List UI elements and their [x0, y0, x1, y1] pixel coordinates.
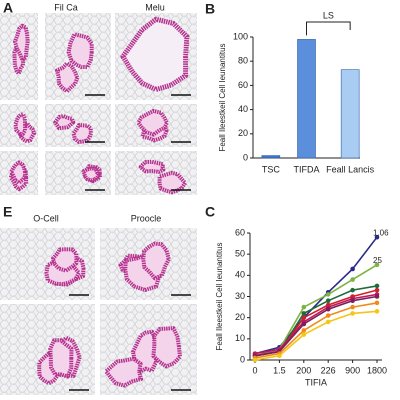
data-point — [374, 262, 380, 268]
y-tick-label: 0 — [240, 354, 245, 364]
tissue — [138, 159, 166, 174]
x-tick-label: TIFDA — [294, 164, 320, 174]
y-tick-label: 60 — [238, 80, 248, 90]
panel-letter: B — [205, 1, 215, 17]
bar — [261, 155, 281, 159]
x-tick-label: 1800 — [367, 365, 387, 375]
data-point — [350, 304, 355, 310]
y-tick-label: 20 — [235, 312, 245, 322]
y-tick-label: 10 — [235, 333, 245, 343]
data-point — [301, 328, 307, 333]
x-tick-label: 0 — [252, 365, 257, 375]
series-line — [254, 285, 378, 357]
series-label: 1.06 — [373, 228, 389, 237]
data-point — [325, 313, 331, 318]
data-point — [277, 353, 282, 359]
data-point — [301, 332, 307, 337]
series-line — [254, 302, 378, 359]
data-point — [325, 306, 331, 312]
y-tick-label: 80 — [238, 56, 248, 66]
tissue — [104, 356, 143, 388]
tissue — [141, 241, 171, 281]
y-tick-label: 20 — [238, 128, 248, 138]
data-point — [325, 319, 331, 325]
data-point — [252, 357, 258, 363]
tissue — [66, 32, 94, 70]
panel-letter: C — [205, 204, 215, 220]
tissue — [13, 112, 28, 137]
data-point — [374, 294, 380, 299]
x-tick-label: 200 — [296, 365, 311, 375]
y-tick-label: 0 — [243, 152, 248, 162]
micro-image — [115, 151, 197, 195]
bar — [340, 69, 360, 159]
x-tick-label: Feall Lancis — [326, 164, 375, 174]
y-axis-title: Feall Ileestkeil Cell Ieunantitus — [218, 43, 227, 151]
series-label: 25 — [373, 256, 382, 265]
data-point — [350, 298, 355, 304]
y-tick-label: 40 — [235, 270, 245, 280]
data-point — [301, 311, 307, 316]
data-point — [374, 283, 380, 289]
tissue — [48, 338, 74, 379]
tissue — [55, 61, 80, 94]
significance-bracket — [306, 21, 351, 36]
x-axis-title: TIFIA — [305, 377, 327, 387]
bar — [297, 39, 316, 159]
tissue — [9, 160, 28, 185]
panel-letter: A — [3, 0, 13, 16]
y-tick-label: 40 — [238, 104, 248, 114]
tissue — [120, 16, 190, 92]
data-point — [350, 277, 355, 282]
image-label: O-Cell — [33, 213, 59, 223]
data-point — [350, 311, 355, 316]
x-tick-label: 900 — [345, 365, 360, 375]
series-line — [254, 293, 378, 355]
series-line — [254, 295, 378, 357]
tissue — [53, 114, 76, 131]
x-tick-label: 226 — [321, 365, 336, 375]
data-point — [374, 309, 380, 314]
data-point — [325, 298, 331, 304]
data-point — [374, 300, 380, 306]
tissue — [81, 166, 101, 183]
y-tick-label: 30 — [235, 291, 245, 301]
data-point — [350, 266, 355, 272]
image-label: Melu — [145, 2, 165, 12]
panel-letter: E — [3, 204, 12, 220]
data-point — [350, 287, 355, 293]
data-point — [301, 304, 307, 310]
data-point — [374, 287, 380, 293]
tissue — [51, 247, 79, 273]
data-point — [374, 234, 380, 240]
y-tick-label: 60 — [235, 227, 245, 237]
y-tick-label: 100 — [233, 31, 248, 41]
data-point — [301, 315, 307, 320]
image-label: Proocle — [131, 213, 162, 223]
x-tick-label: TSC — [262, 164, 281, 174]
series-line — [254, 264, 378, 357]
series-line — [254, 310, 378, 361]
tissue — [71, 123, 93, 144]
tissue — [136, 108, 169, 137]
data-point — [301, 321, 307, 327]
tissue — [151, 326, 182, 369]
annotation: LS — [323, 10, 334, 20]
y-axis-title: Feall Ileestkeil Cell Ieunantitus — [215, 242, 224, 350]
image-label: Fil Ca — [54, 2, 78, 12]
y-tick-label: 50 — [235, 249, 245, 259]
data-point — [325, 292, 331, 297]
tissue — [13, 23, 30, 62]
series-line — [254, 236, 378, 355]
x-tick-label: 1.5 — [273, 365, 286, 375]
